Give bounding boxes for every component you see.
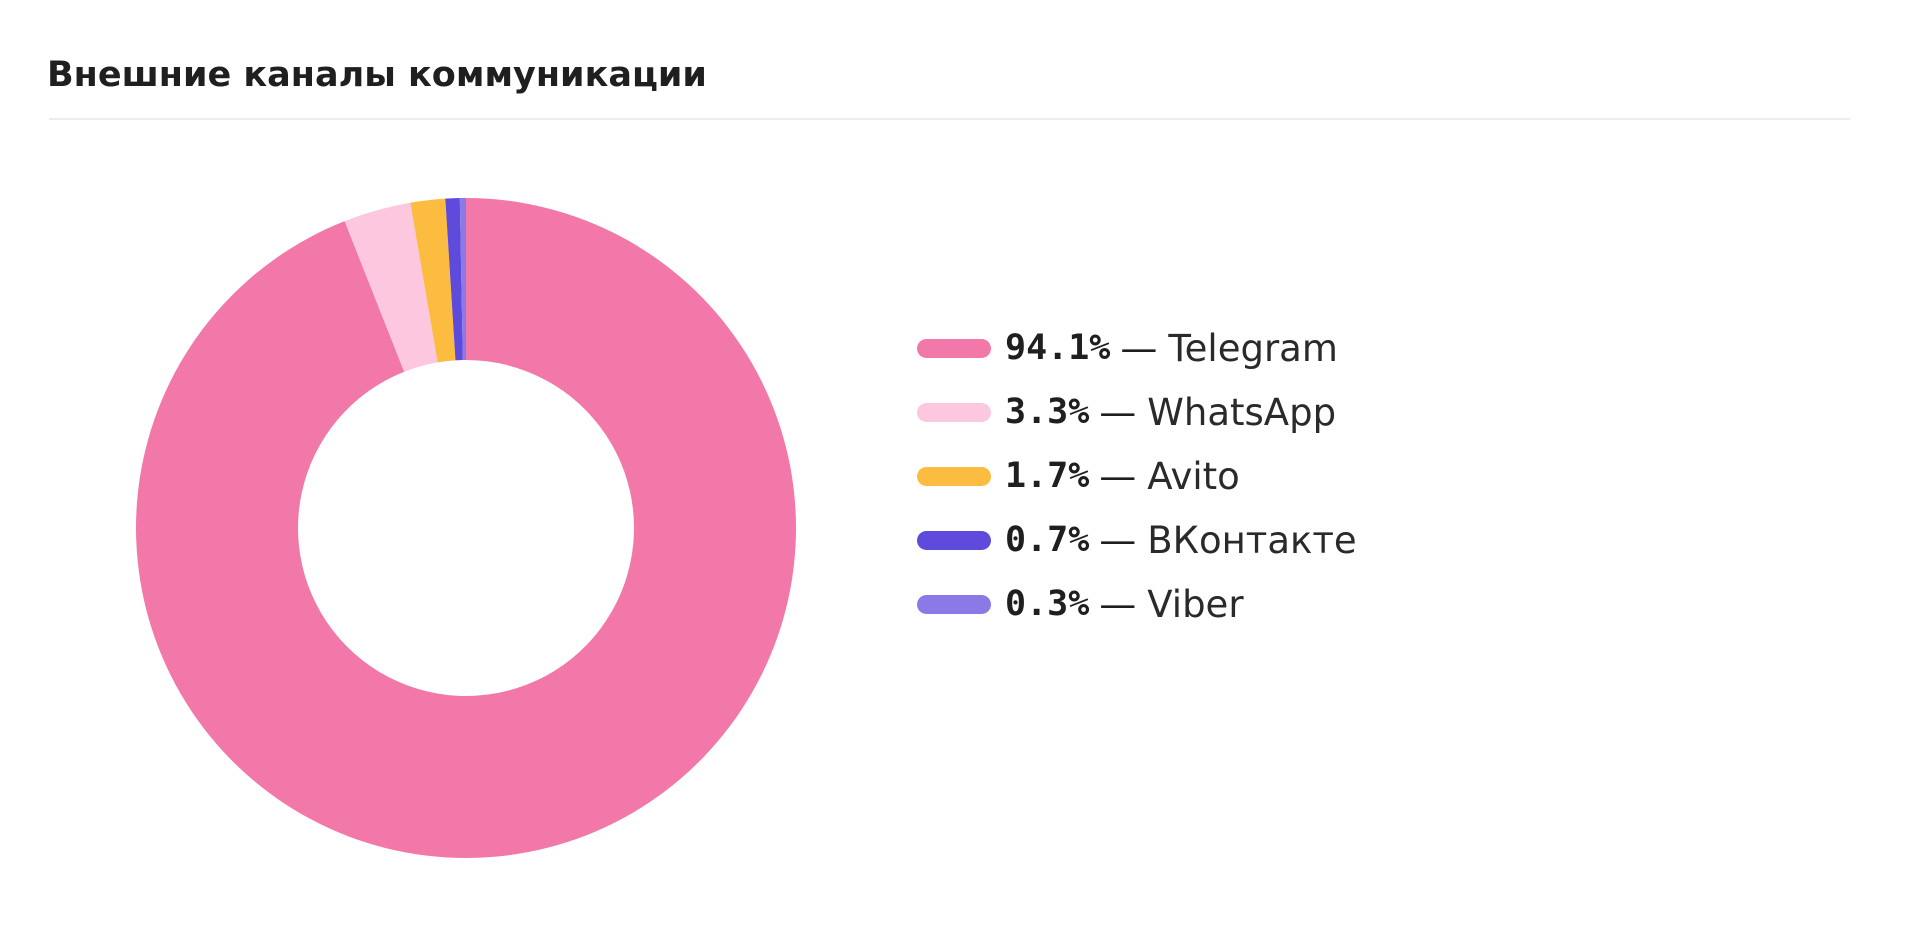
legend-label: Viber	[1147, 582, 1244, 626]
legend-item[interactable]: 1.7% — Avito	[917, 444, 1357, 508]
legend-item[interactable]: 0.3% — Viber	[917, 572, 1357, 636]
legend-separator: —	[1099, 454, 1137, 498]
title-divider	[49, 118, 1850, 120]
legend-swatch	[917, 466, 991, 486]
legend-separator: —	[1099, 390, 1137, 434]
legend-percent: 94.1%	[1005, 328, 1111, 368]
legend-label: Avito	[1147, 454, 1240, 498]
legend-label: WhatsApp	[1147, 390, 1337, 434]
legend-swatch	[917, 338, 991, 358]
legend-label: ВКонтакте	[1147, 518, 1357, 562]
donut-chart	[136, 198, 797, 858]
slice-viber[interactable]	[459, 198, 466, 361]
legend-separator: —	[1099, 582, 1137, 626]
legend-separator: —	[1099, 518, 1137, 562]
legend-item[interactable]: 3.3% — WhatsApp	[917, 380, 1357, 444]
legend-percent: 1.7%	[1005, 456, 1090, 496]
legend-swatch	[917, 594, 991, 614]
legend-swatch	[917, 530, 991, 550]
slice-вконтакте[interactable]	[445, 198, 463, 361]
legend-item[interactable]: 94.1% — Telegram	[917, 316, 1357, 380]
legend-label: Telegram	[1168, 326, 1338, 370]
slice-whatsapp[interactable]	[344, 202, 438, 372]
legend-item[interactable]: 0.7% — ВКонтакте	[917, 508, 1357, 572]
page-title: Внешние каналы коммуникации	[47, 55, 707, 95]
legend-swatch	[917, 402, 991, 422]
legend-percent: 0.7%	[1005, 520, 1090, 560]
slice-telegram[interactable]	[136, 198, 797, 858]
slice-avito[interactable]	[410, 198, 456, 363]
chart-legend: 94.1% — Telegram 3.3% — WhatsApp 1.7% — Avito 0.7…	[917, 316, 1357, 636]
legend-separator: —	[1120, 326, 1158, 370]
legend-percent: 0.3%	[1005, 584, 1090, 624]
legend-percent: 3.3%	[1005, 392, 1090, 432]
